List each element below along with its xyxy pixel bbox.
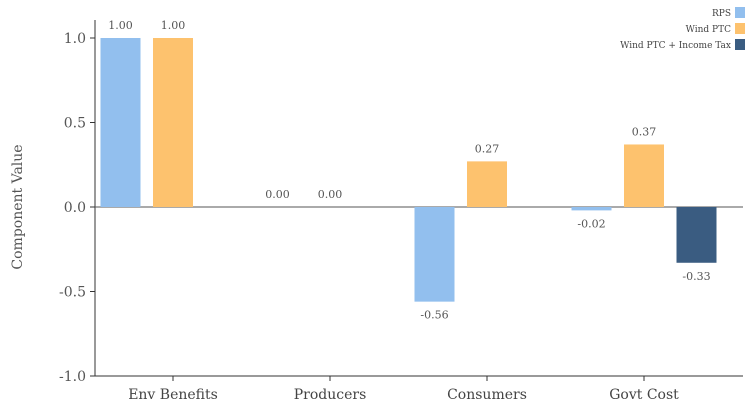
data-label: 1.00: [108, 19, 133, 32]
x-tick-label: Env Benefits: [128, 387, 218, 403]
legend-label: RPS: [712, 9, 731, 19]
legend-swatch: [735, 39, 745, 50]
bar: [414, 207, 455, 302]
legend: RPS Wind PTC Wind PTC + Income Tax: [620, 7, 745, 51]
data-label: 0.27: [475, 142, 500, 155]
x-axis: Env Benefits Producers Consumers Govt Cost: [95, 206, 743, 403]
bar: [676, 207, 717, 263]
data-label: 0.00: [318, 188, 343, 201]
y-tick-label: -1.0: [59, 369, 86, 385]
bar: [467, 161, 507, 207]
y-axis: -1.0 -0.5 0.0 0.5 1.0: [59, 20, 96, 385]
bars: [100, 38, 717, 302]
data-label: -0.33: [682, 270, 710, 283]
y-tick-label: 0.5: [64, 116, 86, 132]
bar: [624, 144, 664, 207]
legend-label: Wind PTC: [686, 25, 731, 35]
legend-swatch: [735, 7, 745, 18]
y-tick-label: 0.0: [64, 200, 86, 216]
data-labels: 1.00 1.00 0.00 0.00 -0.56 0.27 -0.02 0.37 -0.33: [108, 19, 710, 322]
bar: [571, 207, 612, 211]
legend-label: Wind PTC + Income Tax: [620, 41, 731, 51]
y-axis-label: Component Value: [10, 144, 26, 269]
legend-swatch: [735, 23, 745, 34]
data-label: 0.37: [632, 125, 657, 138]
x-tick-label: Consumers: [447, 387, 527, 403]
data-label: -0.02: [577, 217, 605, 230]
y-tick-label: -0.5: [59, 285, 86, 301]
y-tick-label: 1.0: [64, 31, 86, 47]
x-tick-label: Producers: [294, 387, 367, 403]
data-label: 1.00: [161, 19, 186, 32]
bar: [153, 38, 193, 207]
data-label: 0.00: [265, 188, 290, 201]
data-label: -0.56: [420, 309, 448, 322]
x-tick-label: Govt Cost: [609, 387, 679, 403]
bar: [100, 38, 141, 207]
